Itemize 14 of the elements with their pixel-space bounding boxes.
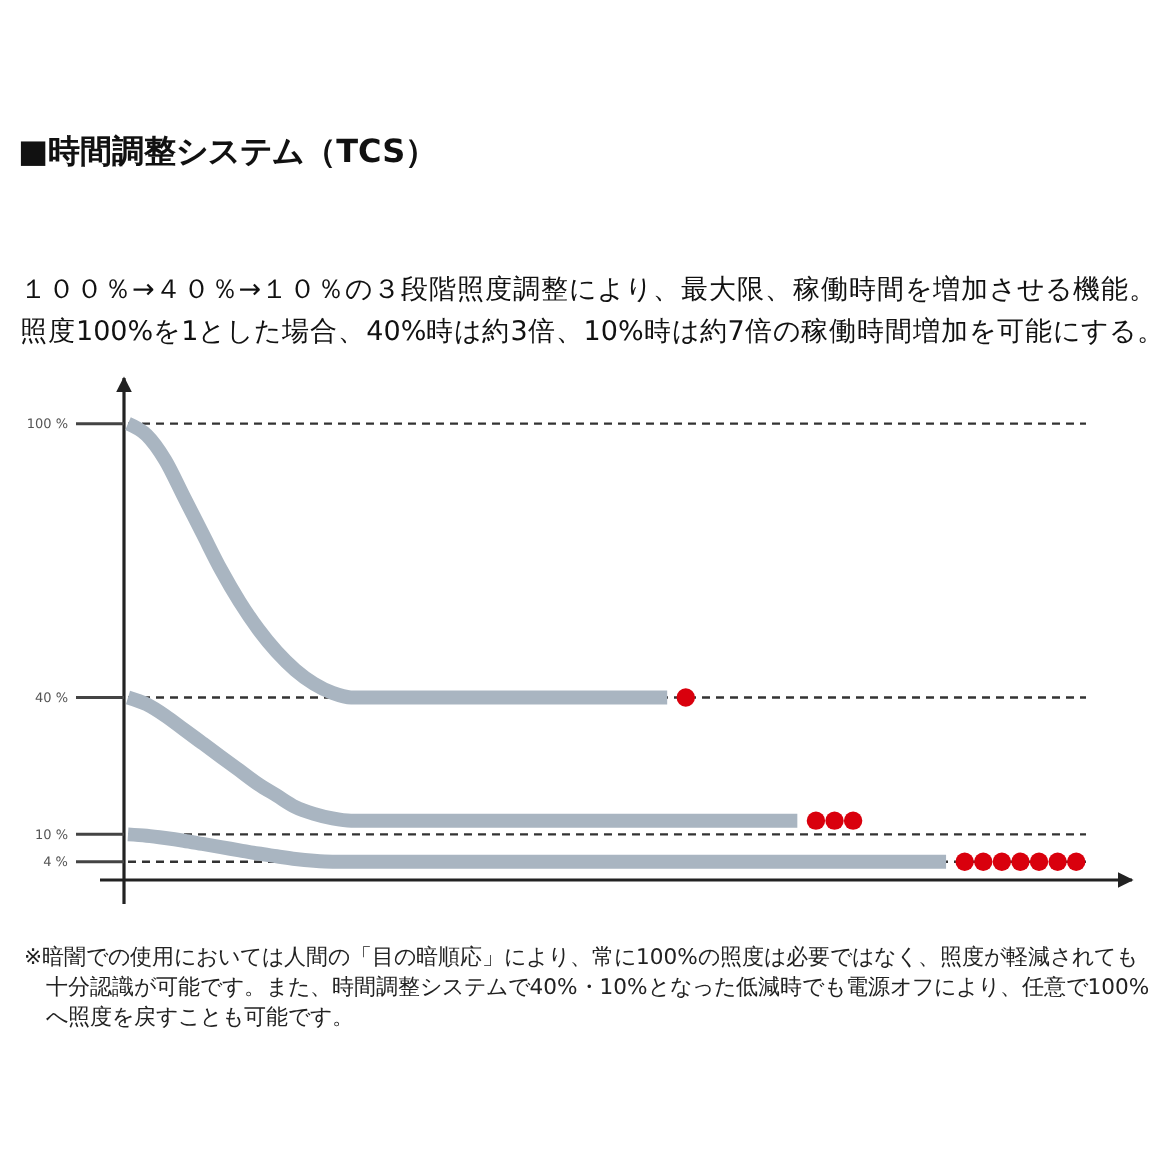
point: [1011, 852, 1030, 871]
point: [992, 852, 1012, 871]
point: [1029, 852, 1049, 871]
point: [676, 688, 695, 707]
point: [806, 811, 826, 830]
point: [1067, 852, 1086, 871]
chart-subtitle: １００％→４０％→１０％の３段階照度調整により、最大限、稼働時間を増加させる機能。照度100%を1とした場合、40%時は約3倍、10%時は約7倍の稼働時間増加を可能にする。: [20, 272, 1158, 348]
point: [1048, 852, 1067, 871]
text: ※暗闇での使用においては人間の「目の暗順応」により、常に100%の照度は必要ではなく、照度が軽減されても十分認識が可能です。また、時間調整システムで40%・10%となった低減時でも電源オフにより、任意で100%へ照度を戻すことも可能です。: [24, 944, 1150, 1030]
point: [955, 852, 974, 871]
chart-title: ■時間調整システム（TCS）: [18, 132, 438, 170]
point: [974, 852, 993, 871]
point: [825, 811, 844, 830]
point: [843, 811, 863, 830]
